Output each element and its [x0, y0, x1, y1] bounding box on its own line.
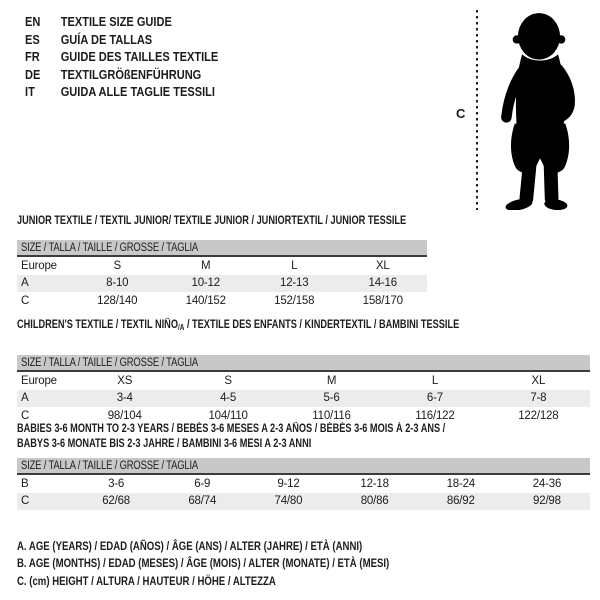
language-row: DE TEXTILGRÖßENFÜHRUNG	[25, 66, 218, 84]
table-cell: 5-6	[323, 392, 340, 405]
footnote-legend: A. AGE (YEARS) / EDAD (AÑOS) / ÂGE (ANS)…	[17, 538, 482, 590]
row-label: Europe	[21, 259, 57, 272]
table-cell: 68/74	[188, 495, 217, 508]
table-cell: L	[291, 259, 298, 272]
table-cell: 4-5	[220, 392, 237, 405]
table-cell: 116/122	[415, 409, 455, 422]
table-row: B 3-6 6-9 9-12 12-18 18-24 24-36	[17, 475, 590, 493]
size-header-bar: SIZE / TALLA / TAILLE / GRÖSSE / TAGLIA	[17, 240, 427, 257]
table-cell: 152/158	[274, 294, 315, 307]
language-label: GUIDA ALLE TAGLIE TESSILI	[60, 84, 216, 100]
footnote-b: B. AGE (MONTHS) / EDAD (MESES) / ÂGE (MO…	[17, 556, 390, 571]
row-label: C	[21, 495, 30, 508]
table-cell: 62/68	[102, 495, 130, 508]
babies-table-title-line2: BABYS 3-6 MONATE BIS 2-3 JAHRE / BAMBINI…	[17, 438, 312, 450]
table-cell: 12-18	[360, 477, 389, 490]
table-cell: 128/140	[97, 294, 138, 307]
row-label: A	[21, 392, 29, 405]
table-cell: 104/110	[208, 409, 248, 422]
table-row: C 62/68 68/74 74/80 80/86 86/92 92/98	[17, 492, 590, 510]
language-row: FR GUIDE DES TAILLES TEXTILE	[25, 48, 218, 66]
table-row: C 98/104 104/110 110/116 116/122 122/128	[17, 407, 590, 425]
language-code: IT	[25, 84, 35, 100]
title-subscript: /A	[177, 323, 185, 332]
row-label: B	[21, 477, 29, 490]
footnote-c: C. (cm) HEIGHT / ALTURA / HAUTEUR / HÖHE…	[17, 573, 276, 588]
table-cell: 80/86	[360, 495, 389, 508]
table-row: C 128/140 140/152 152/158 158/170	[17, 292, 427, 310]
row-label: Europe	[21, 374, 57, 387]
size-header-bar: SIZE / TALLA / TAILLE / GRÖSSE / TAGLIA	[17, 355, 590, 372]
table-cell: 3-4	[116, 392, 133, 405]
table-row: A 3-4 4-5 5-6 6-7 7-8	[17, 389, 590, 407]
language-code: FR	[25, 49, 40, 65]
table-cell: 8-10	[106, 277, 129, 290]
table-cell: S	[224, 374, 232, 387]
language-label: TEXTILE SIZE GUIDE	[60, 14, 172, 29]
table-cell: 122/128	[518, 409, 559, 422]
title-part: / TEXTILE DES ENFANTS / KINDERTEXTIL / B…	[184, 319, 460, 331]
table-cell: 92/98	[533, 495, 561, 508]
language-label: GUÍA DE TALLAS	[60, 31, 153, 47]
language-row: EN TEXTILE SIZE GUIDE	[25, 13, 218, 31]
language-code: EN	[25, 14, 41, 29]
height-measure-label: C	[456, 106, 466, 121]
footnote-a: A. AGE (YEARS) / EDAD (AÑOS) / ÂGE (ANS)…	[17, 539, 363, 553]
table-cell: M	[326, 374, 337, 387]
size-header-label: SIZE / TALLA / TAILLE / GRÖSSE / TAGLIA	[21, 459, 199, 472]
table-cell: XL	[375, 259, 390, 272]
size-header-bar: SIZE / TALLA / TAILLE / GRÖSSE / TAGLIA	[17, 458, 590, 475]
size-header-label: SIZE / TALLA / TAILLE / GRÖSSE / TAGLIA	[21, 241, 199, 254]
children-textile-table: CHILDREN'S TEXTILE / TEXTIL NIÑO/A / TEX…	[17, 318, 590, 425]
table-cell: 86/92	[446, 495, 475, 508]
babies-table-title-line1: BABIES 3-6 MONTH TO 2-3 YEARS / BEBÉS 3-…	[17, 423, 446, 435]
row-label: A	[21, 277, 29, 290]
row-label: C	[21, 294, 30, 307]
table-cell: 18-24	[446, 477, 476, 490]
table-cell: 14-16	[368, 277, 398, 290]
height-dotted-line	[476, 10, 478, 210]
junior-textile-table: JUNIOR TEXTILE / TEXTIL JUNIOR/ TEXTILE …	[17, 214, 427, 310]
language-code: DE	[25, 66, 41, 82]
table-row: A 8-10 10-12 12-13 14-16	[17, 274, 427, 292]
table-cell: 7-8	[530, 392, 547, 405]
baby-silhouette-icon	[501, 13, 575, 210]
table-row: Europe S M L XL	[17, 257, 427, 275]
table-cell: 9-12	[277, 477, 300, 490]
size-header-label: SIZE / TALLA / TAILLE / GRÖSSE / TAGLIA	[21, 356, 199, 369]
table-cell: 98/104	[107, 409, 142, 422]
language-title-block: EN TEXTILE SIZE GUIDE ES GUÍA DE TALLAS …	[25, 13, 252, 101]
table-cell: 6-7	[426, 392, 443, 405]
language-code: ES	[25, 31, 40, 47]
table-row: Europe XS S M L XL	[17, 372, 590, 390]
table-cell: 6-9	[194, 477, 211, 490]
table-cell: XS	[117, 374, 133, 387]
language-label: GUIDE DES TAILLES TEXTILE	[60, 49, 219, 65]
children-table-title: CHILDREN'S TEXTILE / TEXTIL NIÑO/A / TEX…	[17, 318, 475, 335]
babies-textile-table: BABIES 3-6 MONTH TO 2-3 YEARS / BEBÉS 3-…	[17, 422, 590, 510]
table-cell: S	[113, 259, 122, 272]
table-cell: 10-12	[191, 277, 221, 290]
baby-height-figure: C	[450, 6, 598, 214]
junior-table-title: JUNIOR TEXTILE / TEXTIL JUNIOR/ TEXTILE …	[17, 215, 407, 227]
row-label: C	[21, 409, 30, 422]
table-cell: 140/152	[185, 294, 226, 307]
title-part: CHILDREN'S TEXTILE / TEXTIL NIÑO	[17, 319, 178, 331]
language-label: TEXTILGRÖßENFÜHRUNG	[60, 66, 202, 82]
table-cell: 3-6	[108, 477, 125, 490]
table-cell: 74/80	[274, 495, 303, 508]
table-cell: 158/170	[362, 294, 403, 307]
table-cell: L	[431, 374, 439, 387]
table-cell: 110/116	[312, 409, 351, 422]
table-cell: 12-13	[280, 277, 309, 290]
table-cell: 24-36	[532, 477, 562, 490]
table-cell: M	[201, 259, 211, 272]
language-row: ES GUÍA DE TALLAS	[25, 31, 218, 49]
table-cell: XL	[531, 374, 546, 387]
language-row: IT GUIDA ALLE TAGLIE TESSILI	[25, 83, 218, 101]
